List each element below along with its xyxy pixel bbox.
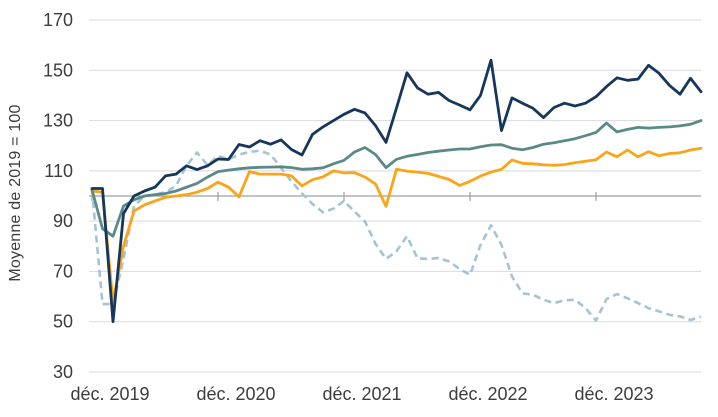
y-axis-title: Moyenne de 2019 = 100 [7,104,24,282]
y-tick-label-30: 30 [53,362,73,382]
y-tick-label-70: 70 [53,261,73,281]
x-tick-label-0: déc. 2019 [70,384,149,404]
series-lightblue-dashed-line [90,149,702,322]
y-tick-label-110: 110 [44,161,73,181]
y-tick-label-170: 170 [43,10,73,30]
y-tick-label-90: 90 [53,211,73,231]
y-tick-label-150: 150 [43,60,73,80]
y-tick-label-50: 50 [53,312,73,332]
series-lines [90,58,703,324]
series-orange-line [90,146,703,304]
y-tick-label-130: 130 [43,111,73,131]
series-teal-line [90,119,703,238]
x-tick-label-3: déc. 2022 [448,384,527,404]
series-navy-line [90,58,703,324]
x-tick-label-4: déc. 2023 [574,384,653,404]
x-tick-label-2: déc. 2021 [322,384,401,404]
x-tick-label-1: déc. 2020 [196,384,275,404]
gridlines [89,19,701,373]
